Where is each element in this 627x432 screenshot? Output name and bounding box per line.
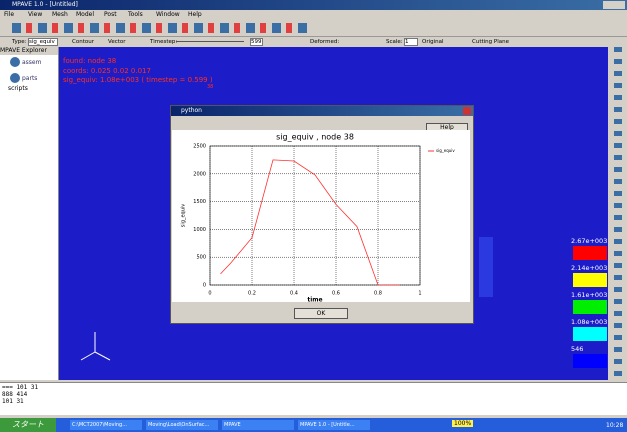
menu-item[interactable]: File xyxy=(4,11,14,18)
label: Deformed: xyxy=(310,39,339,45)
menu-item[interactable]: Model xyxy=(76,11,94,18)
x-axis-label: time xyxy=(307,297,322,303)
close-button[interactable] xyxy=(463,107,471,115)
scale-label: 546 xyxy=(571,345,583,353)
task-item[interactable]: MPAVE 1.0 - [Untitle... xyxy=(298,420,370,430)
x-tick-label: 1 xyxy=(418,291,421,297)
plot-background xyxy=(172,130,470,302)
y-axis-label: sig_equiv xyxy=(181,204,187,227)
scale-field[interactable]: 1 xyxy=(404,38,418,46)
right-toolbar[interactable] xyxy=(608,47,627,380)
task-item[interactable]: C:\MCT2007\Moving... xyxy=(70,420,142,430)
slider[interactable] xyxy=(176,41,244,42)
console-line: 101 31 xyxy=(2,398,38,405)
zoom: 100% xyxy=(452,420,473,427)
tree-item[interactable]: assem xyxy=(22,59,41,66)
y-tick-label: 2500 xyxy=(193,144,206,150)
original-check[interactable]: Original xyxy=(422,39,444,45)
scale-swatch xyxy=(573,273,607,287)
y-tick-label: 500 xyxy=(196,255,206,261)
dialog-title-bar: python xyxy=(171,106,473,116)
title-bar: MPAVE 1.0 - [Untitled] xyxy=(0,0,627,10)
label: Cutting Plane xyxy=(472,39,509,45)
info-line: sig_equiv: 1.08e+003 ( timestep = 0.599 … xyxy=(63,76,213,84)
vector-radio[interactable]: Vector xyxy=(108,39,126,45)
x-tick-label: 0.8 xyxy=(374,291,382,297)
toolbar-2: Type: sig_equiv Contour Vector Timestep:… xyxy=(0,37,627,47)
x-tick-label: 0 xyxy=(208,291,211,297)
scalar-bar: 2.67e+003 2.14e+003 1.61e+003 1.08e+003 546 xyxy=(571,237,607,377)
toolbar xyxy=(0,20,627,37)
menu-item[interactable]: Help xyxy=(188,11,202,18)
tree-item[interactable]: parts xyxy=(22,75,37,82)
screen: MPAVE 1.0 - [Untitled] File View Mesh Model… xyxy=(0,0,627,432)
menu-item[interactable]: View xyxy=(28,11,42,18)
menu-item[interactable]: Mesh xyxy=(52,11,68,18)
scale-swatch xyxy=(573,354,607,368)
explorer: MPAVE Explorer assem parts scripts xyxy=(0,47,59,380)
menu-item[interactable]: Tools xyxy=(128,11,143,18)
node-label: 38 xyxy=(207,84,213,90)
model-part xyxy=(479,237,493,297)
explorer-title: MPAVE Explorer xyxy=(0,47,58,55)
scale-label: 2.67e+003 xyxy=(571,237,607,245)
menu-item[interactable]: Post xyxy=(104,11,117,18)
console-line: === 101 31 xyxy=(2,384,38,391)
info-line: coords: 0.025 0.02 0.017 xyxy=(63,67,151,75)
scale-label: 1.61e+003 xyxy=(571,291,607,299)
label: Scale: xyxy=(386,39,403,45)
y-tick-label: 2000 xyxy=(193,171,206,177)
contour-radio[interactable]: Contour xyxy=(72,39,94,45)
x-tick-label: 0.6 xyxy=(332,291,340,297)
taskbar: スタート 100% 10:28 C:\MCT2007\Moving... Movi… xyxy=(0,418,627,432)
start-button[interactable]: スタート xyxy=(0,418,56,432)
y-tick-label: 1500 xyxy=(193,199,206,205)
ok-button[interactable]: OK xyxy=(294,308,348,319)
timestep-field[interactable]: 599 xyxy=(250,38,263,46)
console-line: 888 414 xyxy=(2,391,38,398)
window-title: MPAVE 1.0 - [Untitled] xyxy=(12,1,78,8)
task-item[interactable]: MPAVE xyxy=(222,420,294,430)
y-tick-label: 0 xyxy=(203,283,206,289)
x-tick-label: 0.4 xyxy=(290,291,298,297)
scale-label: 2.14e+003 xyxy=(571,264,607,272)
window-controls[interactable] xyxy=(603,1,625,9)
icon xyxy=(10,57,20,67)
scale-swatch xyxy=(573,246,607,260)
dialog-title: python xyxy=(181,107,202,114)
task-item[interactable]: Moving\Load\OnSurfac... xyxy=(146,420,218,430)
legend-label: sig_equiv xyxy=(436,148,455,153)
scale-swatch xyxy=(573,327,607,341)
chart-title: sig_equiv , node 38 xyxy=(276,133,354,142)
icon xyxy=(10,73,20,83)
type-select[interactable]: sig_equiv xyxy=(28,38,58,46)
menu-item[interactable]: Window xyxy=(156,11,180,18)
scale-label: 1.08e+003 xyxy=(571,318,607,326)
tree-item[interactable]: scripts xyxy=(8,85,28,92)
clock: 10:28 xyxy=(606,422,623,429)
axis-triad xyxy=(75,327,115,367)
chart: sig_equiv , node 38 time sig_equiv 0 500 1000… xyxy=(172,130,470,302)
y-tick-label: 1000 xyxy=(193,227,206,233)
toolbar-icons[interactable] xyxy=(12,23,312,33)
scale-swatch xyxy=(573,300,607,314)
label: Type: xyxy=(12,39,27,45)
label: Timestep: xyxy=(150,39,177,45)
x-tick-label: 0.2 xyxy=(248,291,256,297)
info-line: found: node 38 xyxy=(63,57,116,65)
